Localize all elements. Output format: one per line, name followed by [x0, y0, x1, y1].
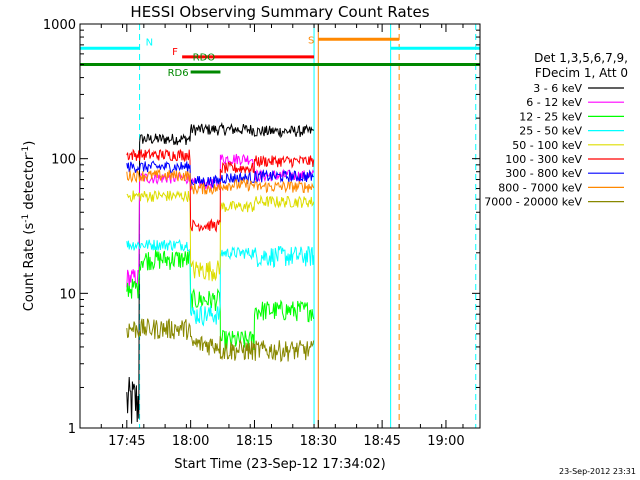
x-tick-label-5: 19:00: [427, 434, 464, 449]
legend: Det 1,3,5,6,7,9, FDecim 1, Att 0 3 - 6 k…: [484, 51, 628, 209]
series-line-6: [126, 160, 314, 189]
legend-label-8: 7000 - 20000 keV: [484, 196, 582, 209]
y-tick-label-0: 1: [68, 422, 76, 437]
flag-label-f: F: [172, 47, 178, 58]
legend-label-0: 3 - 6 keV: [533, 82, 582, 95]
y-tick-label-2: 100: [51, 153, 76, 168]
x-tick-label-4: 18:45: [363, 434, 400, 449]
series-line-2: [126, 249, 315, 352]
x-tick-label-1: 18:00: [172, 434, 209, 449]
y-axis-ticks: 1 10 100 1000: [43, 18, 480, 437]
legend-label-4: 50 - 100 keV: [512, 139, 582, 152]
y-axis-label-mid: detector: [22, 154, 37, 214]
x-tick-label-0: 17:45: [108, 434, 145, 449]
x-tick-label-2: 18:15: [236, 434, 273, 449]
y-tick-label-3: 1000: [43, 18, 76, 33]
legend-label-3: 25 - 50 keV: [519, 125, 582, 138]
legend-label-6: 300 - 800 keV: [505, 167, 582, 180]
y-axis-label-end: ): [22, 141, 37, 146]
legend-label-5: 100 - 300 keV: [505, 153, 582, 166]
series-line-0: [126, 121, 315, 424]
y-axis-label-sup2: -1: [21, 146, 31, 155]
y-axis-label: Count Rate (s-1 detector-1): [21, 141, 37, 312]
legend-label-7: 800 - 7000 keV: [498, 181, 582, 194]
plot-area: N S F RDO RD6 17:45 18:00 18:15 18:30 18:45 19:00…: [43, 18, 481, 449]
flag-label-rd6: RD6: [168, 68, 189, 79]
x-tick-label-3: 18:30: [300, 434, 337, 449]
legend-header-line-1: Det 1,3,5,6,7,9,: [534, 51, 628, 65]
plot-frame: [79, 23, 481, 429]
series-line-8: [126, 318, 315, 363]
y-tick-label-1: 10: [59, 287, 76, 302]
flag-label-n: N: [146, 37, 153, 48]
flag-bars: N S F RDO RD6: [80, 35, 480, 79]
x-axis-label: Start Time (23-Sep-12 17:34:02): [174, 457, 385, 472]
flag-label-rdo: RDO: [193, 53, 216, 64]
series-line-4: [126, 189, 315, 282]
series-lines: [126, 121, 315, 424]
legend-label-2: 12 - 25 keV: [519, 110, 582, 123]
series-line-3: [126, 238, 315, 327]
series-line-7: [126, 168, 315, 195]
series-line-5: [126, 148, 315, 233]
y-axis-label-sup1: -1: [21, 214, 31, 223]
x-axis-ticks: 17:45 18:00 18:15 18:30 18:45 19:00: [79, 24, 465, 449]
chart-title: HESSI Observing Summary Count Rates: [130, 3, 429, 21]
generation-timestamp: 23-Sep-2012 23:31: [559, 467, 636, 476]
legend-label-1: 6 - 12 keV: [526, 96, 582, 109]
legend-header-line-2: FDecim 1, Att 0: [535, 66, 628, 80]
flag-label-s: S: [308, 35, 314, 46]
y-axis-label-main: Count Rate (s: [22, 223, 37, 312]
